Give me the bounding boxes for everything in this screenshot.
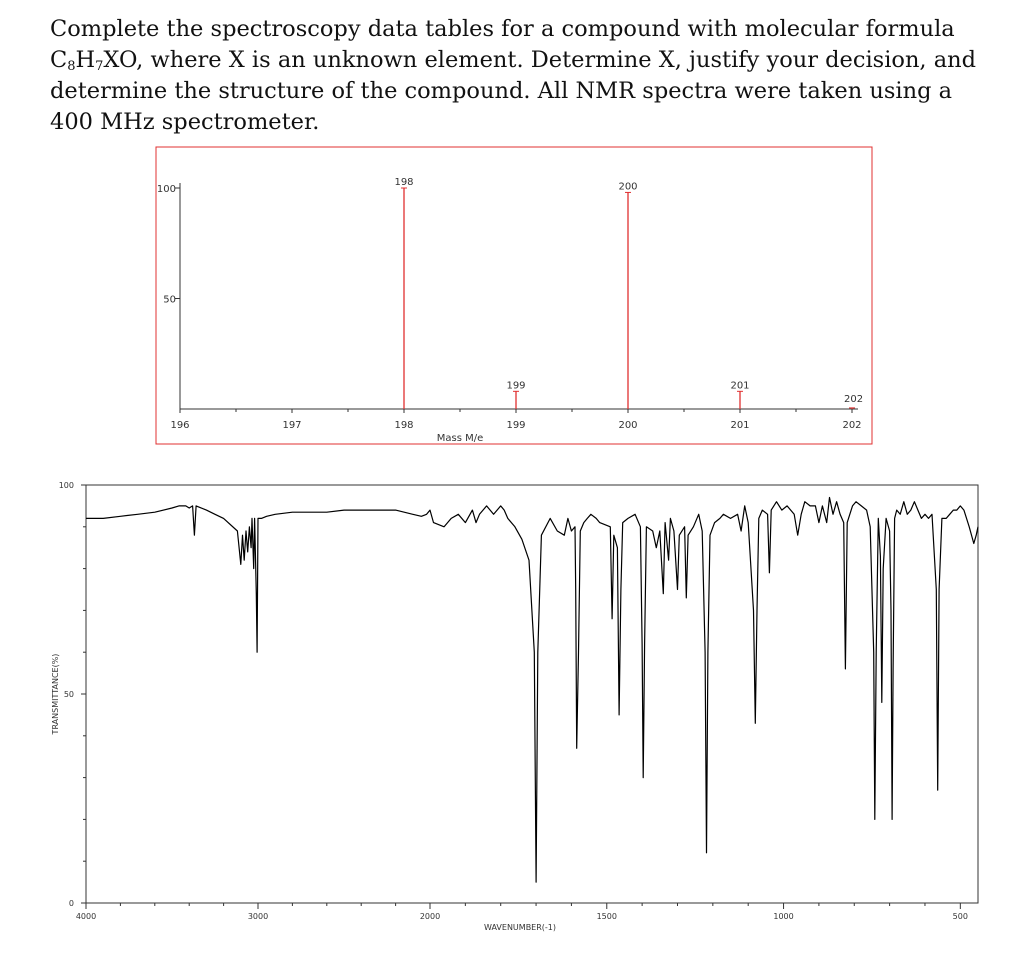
question-line-2: , where X is an unknown element. Determi… [50,47,977,135]
formula-c-subscript: 8 [67,59,76,74]
ir-trace [86,496,979,883]
ir-x-axis-label: WAVENUMBER(-1) [484,923,556,932]
ir-y-tick-label: 0 [69,899,74,908]
ms-x-tick-label: 199 [506,420,525,431]
ms-y-tick-label: 100 [157,184,176,195]
ms-peak-label: 200 [618,181,637,192]
ir-y-tick-label: 50 [64,690,74,699]
ms-x-tick-label: 201 [730,420,749,431]
ir-frame [85,484,979,904]
question-line-1: Complete the spectroscopy data tables fo… [50,16,955,42]
ms-x-tick-label: 202 [842,420,861,431]
ms-x-tick-label: 196 [170,420,189,431]
formula-h: H [75,47,96,73]
ms-peak-label: 199 [506,380,525,391]
formula-rest: XO [103,47,137,73]
ir-y-axis-label: TRANSMITTANCE(%) [51,654,60,736]
ms-peak-label: 202 [844,394,863,405]
ms-x-tick-label: 200 [618,420,637,431]
ms-peak-label: 201 [730,380,749,391]
ms-x-tick-label: 197 [282,420,301,431]
ir-x-tick-label: 4000 [76,912,96,921]
formula-c: C [50,47,68,73]
formula-h-subscript: 7 [95,59,104,74]
ir-x-tick-label: 1000 [773,912,793,921]
ir-y-tick-label: 100 [59,481,74,490]
ms-frame [155,146,873,445]
ir-x-tick-label: 2000 [420,912,440,921]
ms-x-axis-label: Mass M/e [437,433,484,444]
ir-x-tick-label: 500 [953,912,968,921]
ms-peak-label: 198 [394,177,413,188]
ms-x-tick-label: 198 [394,420,413,431]
ms-y-tick-label: 50 [163,295,176,306]
question-text: Complete the spectroscopy data tables fo… [50,14,990,138]
ir-x-tick-label: 3000 [248,912,268,921]
ir-x-tick-label: 1500 [597,912,617,921]
